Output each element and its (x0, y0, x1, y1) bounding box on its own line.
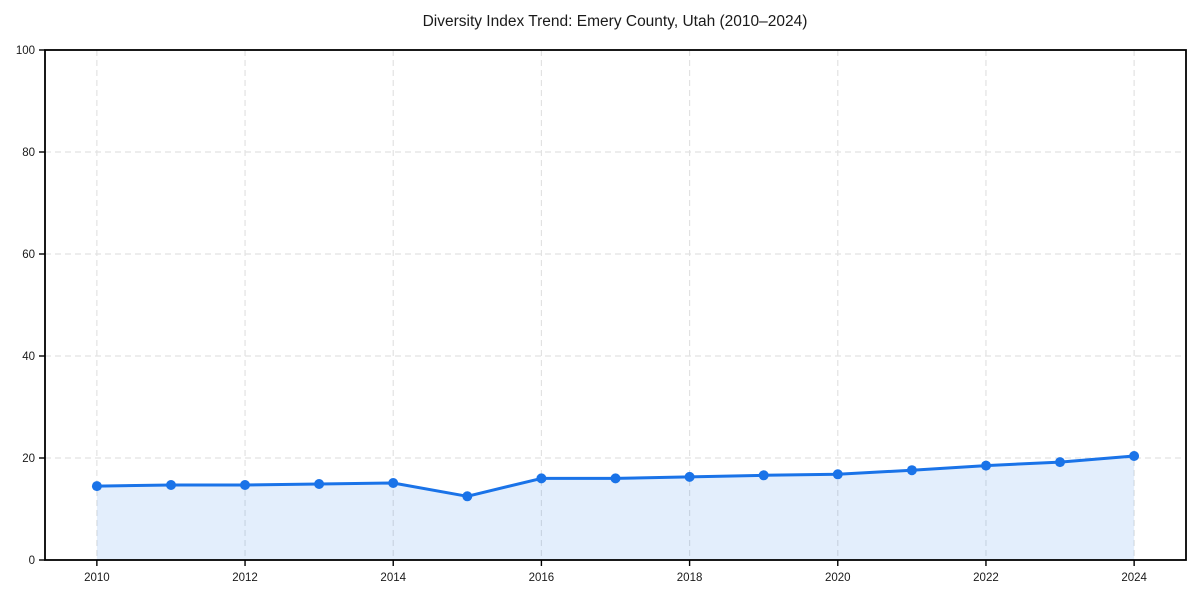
y-axis-tick-label: 60 (22, 249, 35, 261)
area-fill (96, 456, 1135, 560)
data-point-marker (240, 480, 250, 490)
x-axis-tick-label: 2012 (232, 572, 258, 584)
x-axis-tick-label: 2022 (973, 572, 999, 584)
data-point-marker (388, 478, 399, 488)
data-point-marker (906, 465, 917, 476)
y-axis-tick-label: 20 (22, 453, 35, 465)
data-point-marker (758, 470, 769, 481)
data-point-marker (1129, 451, 1140, 461)
y-axis-tick-label: 40 (22, 351, 35, 363)
data-point-marker (166, 480, 176, 490)
data-point-marker (314, 479, 325, 489)
data-point-marker (832, 469, 843, 480)
y-axis-tick-label: 0 (29, 555, 35, 567)
data-point-marker (981, 460, 991, 471)
x-axis-tick-label: 2016 (529, 572, 555, 584)
data-point-marker (684, 471, 695, 482)
x-axis-tick-label: 2018 (677, 572, 703, 584)
x-axis-tick-label: 2020 (825, 572, 851, 584)
x-axis-tick-label: 2014 (380, 572, 406, 584)
x-axis-tick-label: 2010 (84, 572, 110, 584)
y-axis-tick-label: 100 (16, 45, 35, 57)
plot-border (44, 49, 1187, 561)
data-point-marker (462, 491, 473, 502)
data-point-marker (91, 481, 102, 492)
data-point-marker (1055, 457, 1065, 468)
chart-title: Diversity Index Trend: Emery County, Uta… (422, 13, 808, 30)
data-point-marker (536, 473, 547, 484)
data-point-marker (610, 473, 621, 484)
x-axis-tick-label: 2024 (1121, 572, 1147, 584)
y-axis-tick-label: 80 (22, 147, 35, 159)
